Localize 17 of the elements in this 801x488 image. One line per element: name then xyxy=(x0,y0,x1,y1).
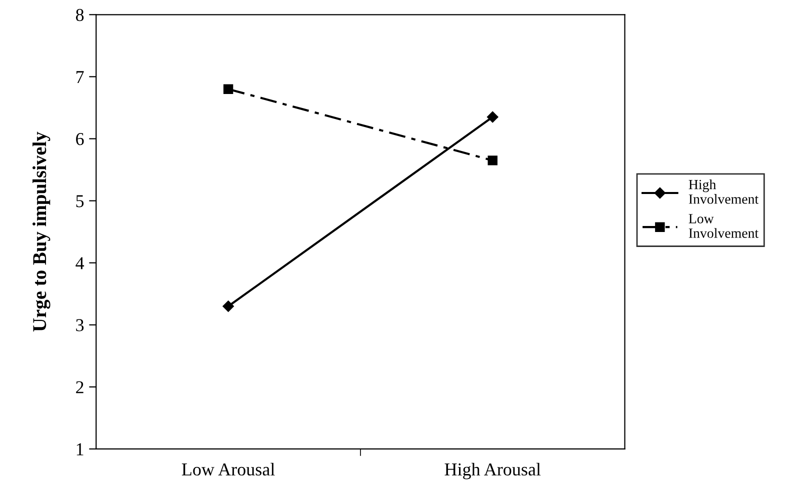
y-axis-title: Urge to Buy impulsively xyxy=(32,132,50,332)
point xyxy=(488,156,498,166)
legend-label: Low Involvement xyxy=(688,214,759,238)
legend-label: High Involvement xyxy=(688,179,759,204)
y-tick-label: 6 xyxy=(76,133,84,146)
y-tick-label: 4 xyxy=(76,257,84,270)
y-tick-label: 3 xyxy=(76,319,84,332)
x-tick-label: Low Arousal xyxy=(182,462,275,476)
y-tick-label: 5 xyxy=(76,195,84,208)
point xyxy=(222,300,234,312)
y-tick-label: 1 xyxy=(76,443,84,456)
point xyxy=(223,84,234,94)
point xyxy=(487,111,498,123)
x-tick-label: High Arousal xyxy=(444,462,541,480)
y-tick-label: 8 xyxy=(76,8,84,22)
y-tick-label: 7 xyxy=(76,71,84,83)
y-tick-label: 2 xyxy=(76,381,84,394)
